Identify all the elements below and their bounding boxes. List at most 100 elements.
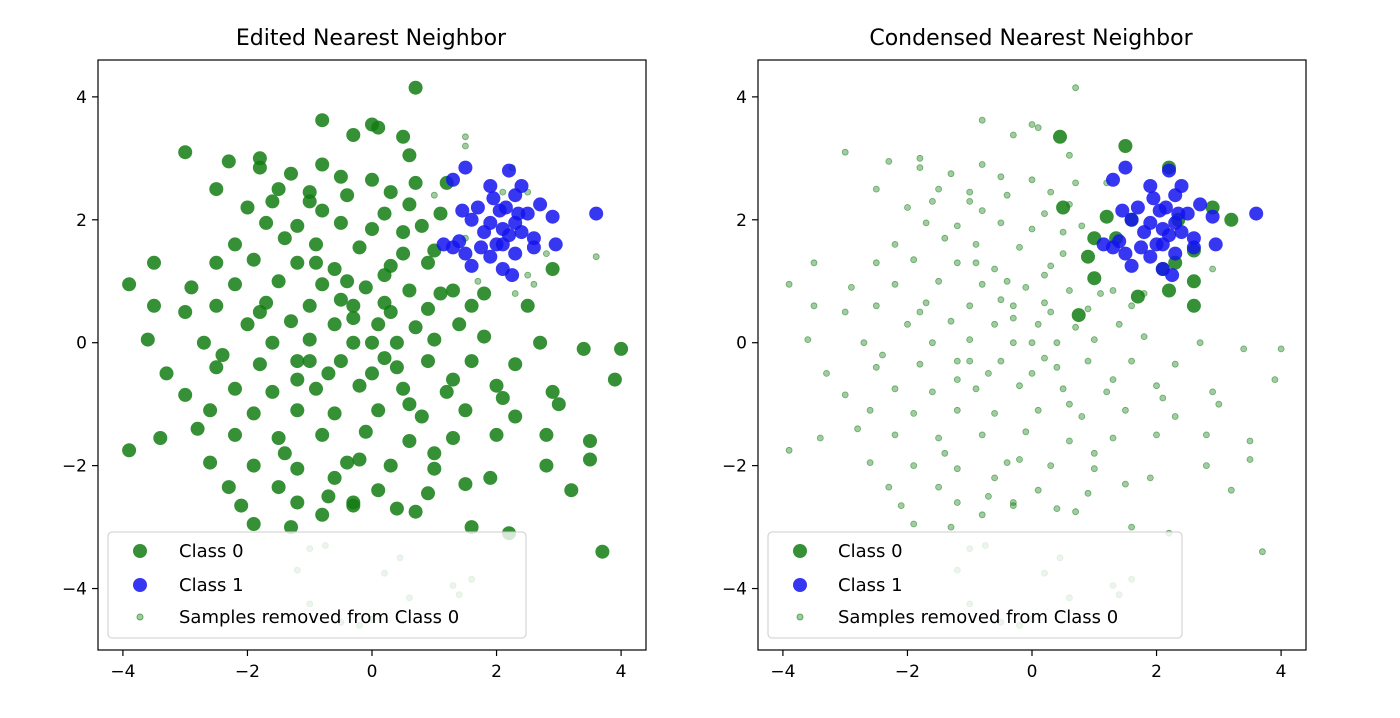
class-1-point (464, 258, 479, 273)
removed-sample-point (991, 320, 998, 328)
class-0-point (302, 194, 317, 209)
removed-sample-point (953, 357, 961, 365)
removed-sample-point (785, 446, 793, 454)
class-0-point (414, 409, 429, 424)
class-0-point (408, 504, 423, 519)
class-0-point (259, 215, 274, 230)
removed-sample-point (1016, 456, 1023, 463)
class-1-point (508, 188, 523, 203)
class-0-point (508, 357, 523, 372)
removed-sample-point (904, 204, 911, 211)
class-0-point (439, 384, 454, 399)
class-0-point (545, 384, 560, 399)
class-0-point (446, 431, 460, 445)
class-0-point (583, 434, 597, 448)
class-0-point (564, 483, 579, 498)
x-tick-label: −2 (235, 662, 260, 682)
removed-sample-point (991, 409, 998, 417)
removed-sample-point (929, 388, 936, 396)
class-0-point (209, 182, 224, 197)
class-0-point (277, 446, 292, 461)
removed-sample-point (1034, 320, 1042, 328)
class-0-point (333, 292, 348, 307)
class-0-point (377, 351, 392, 366)
removed-sample-point (1097, 290, 1104, 297)
removed-sample-point (860, 339, 868, 347)
class-1-point (1158, 200, 1173, 215)
removed-sample-point (922, 219, 930, 227)
y-tick-label: 2 (76, 211, 87, 231)
removed-sample-point (910, 520, 918, 528)
class-0-point (371, 317, 386, 332)
legend-marker-removed (136, 613, 144, 621)
removed-sample-point (1053, 363, 1061, 371)
class-0-point (228, 277, 242, 292)
class-0-point (228, 381, 242, 396)
removed-sample-point (1009, 339, 1017, 347)
removed-sample-point (904, 320, 911, 328)
x-tick-label: 0 (367, 662, 378, 682)
class-0-point (228, 237, 242, 252)
removed-sample-point (947, 523, 955, 531)
class-0-point (539, 458, 554, 473)
class-0-point (346, 495, 361, 510)
class-0-point (122, 443, 137, 458)
class-0-point (402, 397, 417, 412)
class-1-point (508, 246, 523, 261)
removed-sample-point (1003, 277, 1011, 285)
removed-sample-point (935, 185, 942, 193)
removed-sample-point (1041, 299, 1048, 307)
removed-sample-point (1078, 413, 1086, 420)
class-0-point (352, 378, 367, 393)
removed-sample-point (929, 197, 936, 205)
class-1-point (470, 200, 485, 215)
class-0-point (377, 206, 392, 221)
removed-sample-point (1209, 388, 1216, 396)
removed-sample-point (1122, 406, 1129, 414)
class-1-point (533, 197, 548, 212)
removed-sample-point (978, 161, 986, 168)
class-0-point (333, 354, 348, 369)
removed-sample-point (941, 234, 949, 242)
removed-sample-point (1153, 382, 1160, 390)
class-0-point (246, 458, 261, 473)
class-0-point (1053, 129, 1067, 144)
removed-sample-point (991, 474, 998, 482)
x-tick-label: 2 (491, 662, 502, 682)
class-0-point (221, 154, 236, 169)
class-0-point (402, 283, 417, 298)
class-0-point (178, 145, 193, 160)
class-0-point (209, 298, 224, 313)
legend-box (107, 531, 527, 639)
removed-sample-point (1171, 360, 1179, 368)
removed-sample-point (910, 409, 918, 417)
y-tick-label: −4 (62, 580, 87, 600)
class-1-point (502, 163, 516, 178)
class-0-point (290, 461, 305, 476)
class-0-point (1186, 274, 1201, 289)
removed-sample-point (978, 207, 986, 215)
class-0-point (315, 157, 330, 172)
class-0-point (315, 277, 330, 292)
class-0-point (1056, 200, 1071, 215)
class-0-point (614, 341, 629, 356)
class-0-point (333, 169, 348, 184)
class-0-point (321, 489, 336, 504)
class-0-point (483, 470, 498, 485)
removed-sample-point (929, 339, 936, 347)
removed-sample-point (1066, 287, 1073, 294)
removed-sample-point (922, 299, 930, 307)
removed-sample-point (872, 302, 880, 310)
class-0-point (389, 501, 404, 516)
class-0-point (252, 160, 267, 175)
class-0-point (365, 366, 379, 381)
removed-sample-point (978, 511, 986, 519)
y-tick-label: −2 (62, 457, 87, 477)
class-0-point (290, 354, 305, 369)
class-1-point (1137, 225, 1152, 240)
legend-box (767, 531, 1183, 639)
class-1-point (1208, 237, 1223, 252)
class-0-point (240, 200, 255, 215)
class-0-point (489, 427, 504, 442)
removed-sample-point (1072, 179, 1079, 187)
